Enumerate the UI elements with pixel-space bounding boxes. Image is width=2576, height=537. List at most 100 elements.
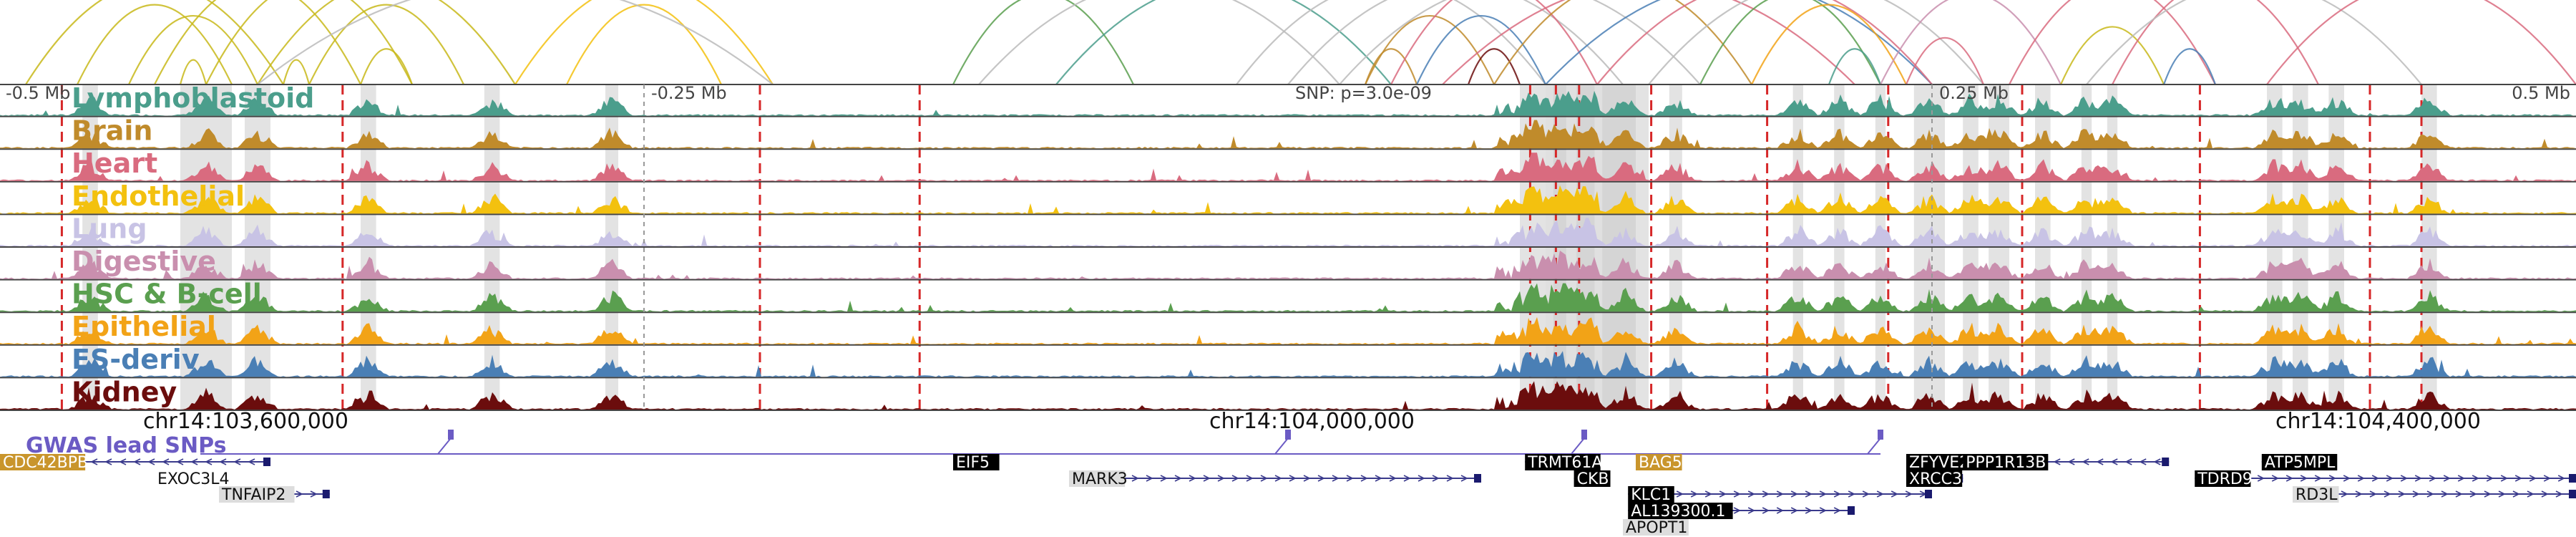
strand-chevron [1174,475,1182,482]
loop-arc [1596,0,1933,85]
strand-chevron [2053,458,2061,465]
strand-chevron [2082,458,2089,465]
strand-chevron [1890,490,1898,498]
loop-arc [359,48,414,85]
strand-chevron [219,458,227,465]
track-endothelial [0,185,2576,216]
strand-chevron [2541,490,2549,498]
gene-label-box [1628,503,1733,519]
strand-chevron [2429,475,2436,482]
strand-chevron [1260,475,1268,482]
loop-arc [128,15,258,85]
strand-chevron [2426,490,2434,498]
strand-chevron [1217,475,1225,482]
gene-label: KLC1 [1631,486,1671,504]
strand-chevron [1776,490,1784,498]
strand-chevron [2314,475,2322,482]
loop-arc [1364,48,1418,85]
gene-label-box [1628,486,1674,503]
gene-label-box [2293,486,2339,503]
strand-chevron [1432,475,1440,482]
loop-arc [1493,0,1752,85]
strand-chevron [1389,475,1397,482]
strand-chevron [1203,475,1211,482]
track-brain [0,120,2576,150]
strand-chevron [2514,475,2522,482]
track-signal [0,351,2576,377]
strand-chevron [119,458,127,465]
loop-arc [1880,0,2062,85]
strand-chevron [1719,490,1727,498]
loop-arc [1339,0,1701,85]
strand-chevron [2328,475,2336,482]
loop-arc [2162,48,2217,85]
strand-chevron [2457,475,2465,482]
strand-chevron [1733,490,1741,498]
track-es-deriv [0,351,2576,379]
relative-axis: -0.5 Mb -0.25 Mb 0.25 Mb 0.5 Mb SNP: p=3.0e-… [0,83,2576,411]
gene-label: TRMT61A [1527,454,1602,472]
strand-chevron [2486,475,2494,482]
strand-chevron [1862,490,1870,498]
loop-arc [1828,48,1882,85]
gene-label: EIF5 [956,454,990,472]
gene-mark3: MARK3 [1069,470,1481,488]
strand-chevron [2441,490,2449,498]
gene-ppp1r13b: PPP1R13B [1963,454,2170,472]
strand-chevron [1833,490,1841,498]
loop-arc [566,4,722,85]
strand-chevron [1905,490,1913,498]
gene-label-box [1623,519,1689,536]
relative-tick-label: 0.5 Mb [2512,83,2570,103]
genome-coord-label: chr14:103,600,000 [143,409,348,434]
loop-arc [1905,37,1985,85]
gene-label-box [953,454,1000,470]
strand-chevron [296,490,303,498]
strand-chevron [2555,490,2563,498]
track-label: Heart [72,147,157,179]
strand-chevron [1418,475,1425,482]
chromatin-loops [25,0,2576,85]
strand-chevron [2527,490,2534,498]
gene-exon [1848,506,1855,515]
strand-chevron [1403,475,1411,482]
strand-chevron [2484,490,2492,498]
gene-label: EXOC3L4 [157,470,230,488]
loop-arc [1648,0,1984,85]
strand-chevron [2443,475,2451,482]
loop-arc [1442,0,1855,85]
loop-arc [1390,0,1598,85]
strand-chevron [2096,458,2104,465]
gene-label-box [1574,470,1611,487]
gene-bag5: BAG5 [1636,454,1682,472]
loop-arc [1751,4,1907,85]
track-signal [0,185,2576,214]
strand-chevron [1762,490,1770,498]
track-hsc-b-cell [0,283,2576,314]
track-label: Lymphoblastoid [72,82,314,114]
strand-chevron [1776,507,1784,514]
strand-chevron [1460,475,1468,482]
gwas-snp-stem [437,437,452,455]
strand-chevron [147,458,155,465]
strand-chevron [233,458,241,465]
genome-coord-label: chr14:104,400,000 [2275,409,2481,434]
center-snp-label: SNP: p=3.0e-09 [1295,83,1432,103]
track-labels: LymphoblastoidBrainHeartEndothelialLungD… [72,82,314,407]
track-heart [0,153,2576,183]
loop-arc [1055,0,1392,85]
gene-tnfaip2: TNFAIP2 [219,486,330,504]
gwas-snp-stem [1867,437,1881,455]
loop-arc [282,59,311,85]
strand-chevron [2414,475,2422,482]
strand-chevron [1747,490,1755,498]
strand-chevron [2412,490,2420,498]
loop-arc [179,59,208,85]
gene-atp5mpl: ATP5MPL [2261,454,2338,472]
strand-chevron [2371,475,2379,482]
strand-chevron [1375,475,1382,482]
loop-arc [2059,26,2165,85]
gene-exon [2569,490,2576,498]
loop-arc [2112,0,2319,85]
loop-arc [77,4,233,85]
